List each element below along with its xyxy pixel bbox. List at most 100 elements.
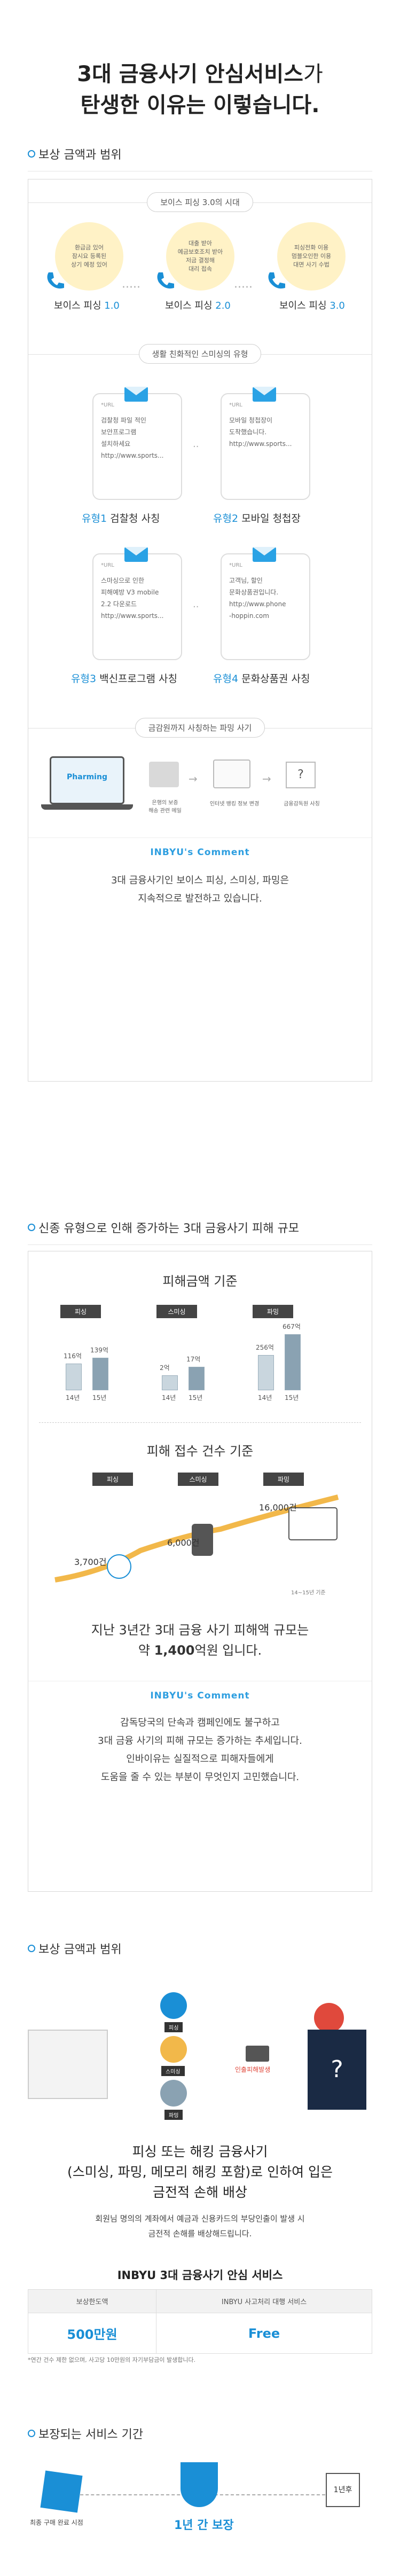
period-label: 1년 간 보장 (174, 2519, 234, 2532)
tag-pharming: 파밍 (164, 2110, 183, 2120)
loss-label: 인출피해발생 (235, 2066, 271, 2073)
card-caption-4: 유형4 문화상품권 사칭 (213, 673, 310, 685)
section-heading: 신종 유형으로 인해 증가하는 3대 금융사기 피해 규모 (0, 1219, 400, 1236)
laptop-icon: Pharming (50, 756, 124, 804)
mail-icon (253, 387, 276, 402)
service-table: 보상한도액 INBYU 사고처리 대행 서비스 500만원 Free (27, 2289, 372, 2354)
card-line: 고객님, 할인 (229, 577, 263, 584)
smish-pill-row: 생활 친화적인 스미싱의 유형 (28, 344, 372, 364)
category-tag: 스미싱 (178, 1473, 218, 1486)
coverage-sub: 회원님 명의의 계좌에서 예금과 신용카드의 부당인출이 발생 시 금전적 손해… (0, 2211, 400, 2241)
category-tag: 피싱 (92, 1473, 133, 1486)
phone-icon (47, 272, 64, 289)
pharm-pill: 금감원까지 사칭하는 파밍 사기 (135, 718, 265, 738)
bar-value-label: 667억 (283, 1323, 301, 1330)
coverage-illustration: 피싱 스미싱 파밍 인출피해발생 ? (0, 1987, 400, 2126)
question-doc-icon: ? (286, 762, 316, 788)
mail-icon (253, 547, 276, 562)
arrow-icon: → (262, 772, 271, 785)
url-tag: *URL (229, 562, 242, 568)
laptop-base (41, 804, 133, 810)
card-caption-2: 유형2 모바일 청첩장 (213, 513, 301, 524)
divider (28, 1244, 372, 1245)
title-light: 가 (303, 62, 323, 87)
url-tag: *URL (101, 402, 114, 408)
period-timeline: 최종 구매 완료 시점 1년 간 보장 1년후 (0, 2457, 400, 2564)
card-line: http://www.sports... (101, 612, 164, 620)
section-heading: 보장되는 서비스 기간 (0, 2425, 400, 2442)
bar-year-label: 14년 (162, 1394, 176, 1401)
comment-title: INBYU's Comment (150, 1690, 250, 1701)
bar-chart: 피싱 스미싱 파밍 116억 14년 139억 15년 2억 14년 17억 15년 256억 1… (60, 1305, 341, 1406)
bar-value-label: 116억 (64, 1352, 82, 1360)
bar-year-label: 14년 (258, 1394, 272, 1401)
card-line: 모바일 청첩장이 (229, 417, 273, 424)
mail-icon (124, 547, 148, 562)
smish-circle-icon (160, 2036, 187, 2063)
voice-pill: 보이스 피싱 3.0의 시대 (147, 192, 253, 212)
bar-value-label: 2억 (160, 1364, 170, 1372)
main-line3: 금전적 손해 배상 (153, 2184, 247, 2200)
url-tag: *URL (101, 562, 114, 568)
tag-phishing: 피싱 (164, 2022, 183, 2032)
table-cell: 500만원 (27, 2313, 157, 2354)
smish-card-3: *URL 스마싱으로 인한 피해예방 V3 mobile 2.2 다운로드 ht… (92, 547, 182, 660)
category-tag: 피싱 (60, 1305, 101, 1318)
smish-card-2: *URL 모바일 청첩장이 도착했습니다. http://www.sports.… (221, 387, 310, 500)
dots: ·· (193, 441, 199, 452)
section-heading: 보상 금액과 범위 (0, 145, 400, 162)
bubble-2: 대출 받아 예금보호조치 받아 저금 결정해 대리 접속 (166, 222, 234, 291)
phone-label-1: 보이스 피싱 1.0 (54, 300, 120, 311)
smish-card-4: *URL 고객님, 할인 문화상품권입니다. http://www.phone … (221, 547, 310, 660)
phone-label-2: 보이스 피싱 2.0 (165, 300, 231, 311)
card-line: -hoppin.com (229, 612, 269, 620)
section-coverage: 보상 금액과 범위 (0, 1940, 400, 1957)
main-line1: 피싱 또는 해킹 금융사기 (132, 2144, 268, 2159)
cash-icon (246, 2046, 269, 2062)
card-line: 2.2 다운로드 (101, 600, 137, 608)
divider (39, 1422, 361, 1423)
count-title: 피해 접수 건수 기준 (146, 1444, 254, 1459)
bar-mark (189, 1367, 205, 1390)
phone-circle-icon (160, 1992, 187, 2019)
laptop-screen-text: Pharming (67, 773, 107, 781)
envelope-icon (149, 762, 179, 787)
coverage-main: 피싱 또는 해킹 금융사기 (스미싱, 파밍, 메모리 해킹 포함)로 인하여 … (0, 2142, 400, 2203)
bar-mark (92, 1358, 108, 1390)
dots: ····· (234, 281, 253, 294)
bar-year-label: 14년 (66, 1394, 80, 1401)
table-header: INBYU 사고처리 대행 서비스 (156, 2289, 372, 2313)
count-value: 16,000건 (259, 1502, 297, 1513)
card-line: 보안프로그램 (101, 428, 137, 436)
bubble-3: 피싱전화 이용 멈블오인한 이용 대면 사기 수법 (277, 222, 346, 291)
section-heading: 보상 금액과 범위 (0, 1940, 400, 1957)
shield-icon (181, 2462, 218, 2507)
card-line: 스마싱으로 인한 (101, 577, 145, 584)
table-note: *연간 건수 제한 없으며, 사고당 10만원의 자기부담금이 발생합니다. (28, 2356, 196, 2363)
summary-line1: 지난 3년간 3대 금융 사기 피해액 규모는 (91, 1623, 309, 1638)
url-tag: *URL (229, 402, 242, 408)
page-title: 3대 금융사기 안심서비스가 탄생한 이유는 이렇습니다. (0, 0, 400, 121)
phone-label-3: 보이스 피싱 3.0 (279, 300, 345, 311)
tag-smishing: 스미싱 (161, 2066, 185, 2076)
pharm-pill-row: 금감원까지 사칭하는 파밍 사기 (28, 718, 372, 738)
box-icon (40, 2470, 83, 2513)
arrow-icon: → (189, 772, 198, 785)
section-period: 보장되는 서비스 기간 (0, 2425, 400, 2442)
mail-icon (124, 387, 148, 402)
count-value: 3,700건 (74, 1557, 107, 1567)
alarm-icon (314, 2003, 344, 2033)
alert-phone-icon: ? (308, 2030, 366, 2110)
calendar-icon: 1년후 (326, 2473, 360, 2507)
table-title: INBYU 3대 금융사기 안심 서비스 (117, 2269, 283, 2282)
pharm-step-3: 금융감독원 사칭 (284, 801, 320, 807)
sub-line1: 회원님 명의의 계좌에서 예금과 신용카드의 부당인출이 발생 시 (95, 2214, 305, 2223)
dots: ·· (193, 601, 199, 613)
section-fraud-types: 보상 금액과 범위 (0, 145, 400, 171)
card-line: 문화상품권입니다. (229, 589, 279, 596)
bar-mark (258, 1355, 274, 1390)
card-caption-1: 유형1 검찰청 사칭 (82, 513, 160, 524)
comment-text: 감독당국의 단속과 캠페인에도 불구하고 3대 금융 사기의 피해 규모는 증가… (98, 1717, 302, 1783)
summary: 지난 3년간 3대 금융 사기 피해액 규모는 약 1,400억원 입니다. (28, 1620, 372, 1661)
smish-card-1: *URL 검찰청 파일 적인 보안프로그램 설치하세요 http://www.s… (92, 387, 182, 500)
